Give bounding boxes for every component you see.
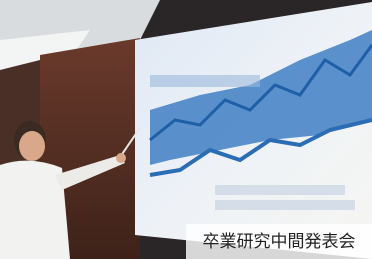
caption: 卒業研究中間発表会 xyxy=(203,232,356,252)
projection-screen xyxy=(135,2,372,259)
photo: 卒業研究中間発表会 xyxy=(0,0,372,259)
page: 卒業研究中間発表会 (() => { const data = JSON.par… xyxy=(0,0,372,259)
caption-box: 卒業研究中間発表会 xyxy=(186,224,372,259)
